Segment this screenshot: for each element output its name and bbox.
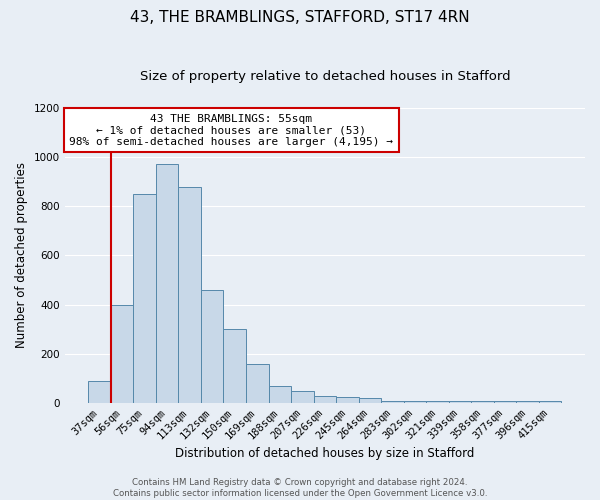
Bar [516, 400, 539, 403]
Bar [88, 381, 111, 403]
Bar [246, 364, 269, 403]
X-axis label: Distribution of detached houses by size in Stafford: Distribution of detached houses by size … [175, 447, 475, 460]
Bar [269, 386, 291, 403]
Bar [494, 400, 516, 403]
Text: 43, THE BRAMBLINGS, STAFFORD, ST17 4RN: 43, THE BRAMBLINGS, STAFFORD, ST17 4RN [130, 10, 470, 25]
Bar [426, 400, 449, 403]
Bar [381, 400, 404, 403]
Text: 43 THE BRAMBLINGS: 55sqm
← 1% of detached houses are smaller (53)
98% of semi-de: 43 THE BRAMBLINGS: 55sqm ← 1% of detache… [69, 114, 393, 147]
Bar [156, 164, 178, 403]
Bar [359, 398, 381, 403]
Text: Contains HM Land Registry data © Crown copyright and database right 2024.
Contai: Contains HM Land Registry data © Crown c… [113, 478, 487, 498]
Bar [133, 194, 156, 403]
Title: Size of property relative to detached houses in Stafford: Size of property relative to detached ho… [140, 70, 510, 83]
Bar [223, 329, 246, 403]
Bar [449, 400, 471, 403]
Bar [471, 400, 494, 403]
Y-axis label: Number of detached properties: Number of detached properties [15, 162, 28, 348]
Bar [539, 400, 562, 403]
Bar [178, 186, 201, 403]
Bar [291, 390, 314, 403]
Bar [404, 400, 426, 403]
Bar [111, 304, 133, 403]
Bar [314, 396, 336, 403]
Bar [336, 397, 359, 403]
Bar [201, 290, 223, 403]
